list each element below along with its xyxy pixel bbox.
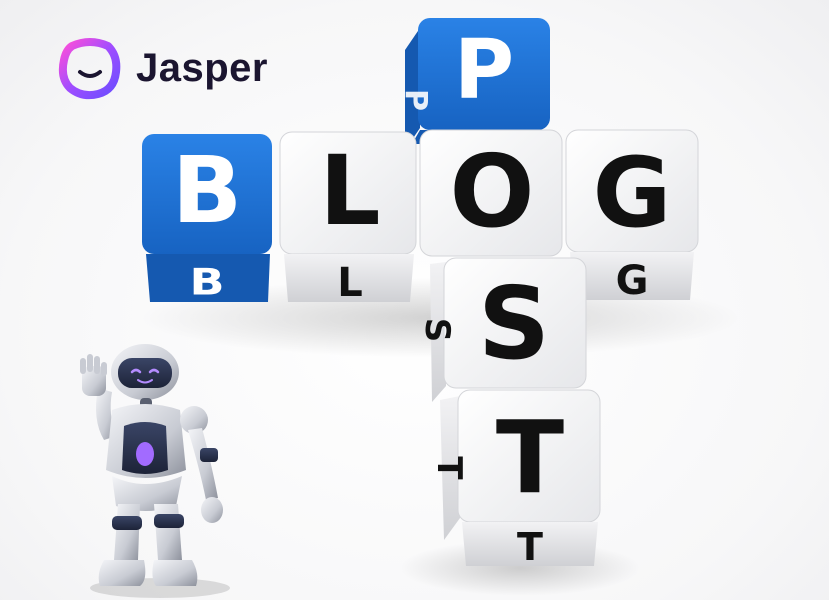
cube-side-letter: T bbox=[429, 456, 469, 480]
cube-letter-b: B bbox=[172, 137, 242, 244]
cube-letter-g: G bbox=[593, 137, 672, 249]
cube-l-white: L L bbox=[279, 131, 417, 306]
cube-side-letter: S bbox=[417, 318, 457, 343]
cube-b-blue: B B bbox=[142, 134, 272, 303]
cube-side-letter: P bbox=[398, 89, 433, 111]
cube-letter-t: T bbox=[496, 399, 564, 516]
jasper-smile-logo-icon bbox=[58, 38, 121, 100]
cube-letter-l: L bbox=[319, 135, 380, 247]
cube-letter-o: O bbox=[449, 133, 534, 250]
cube-bottom-letter: L bbox=[337, 260, 363, 306]
cube-t-white: T T T bbox=[429, 389, 601, 569]
cube-bottom-letter: B bbox=[189, 260, 224, 303]
waving-robot-mascot bbox=[80, 344, 230, 598]
cube-bottom-letter: T bbox=[517, 525, 543, 569]
cube-s-white: S S bbox=[417, 257, 587, 402]
cube-bottom-letter: G bbox=[616, 258, 649, 304]
cube-g-white: G G bbox=[565, 129, 699, 304]
cube-letter-s: S bbox=[478, 265, 550, 382]
cube-o-white: O bbox=[419, 129, 563, 257]
brand-name: Jasper bbox=[136, 45, 268, 90]
jasper-logo: Jasper bbox=[58, 36, 268, 100]
cube-letter-p: P bbox=[454, 23, 514, 118]
